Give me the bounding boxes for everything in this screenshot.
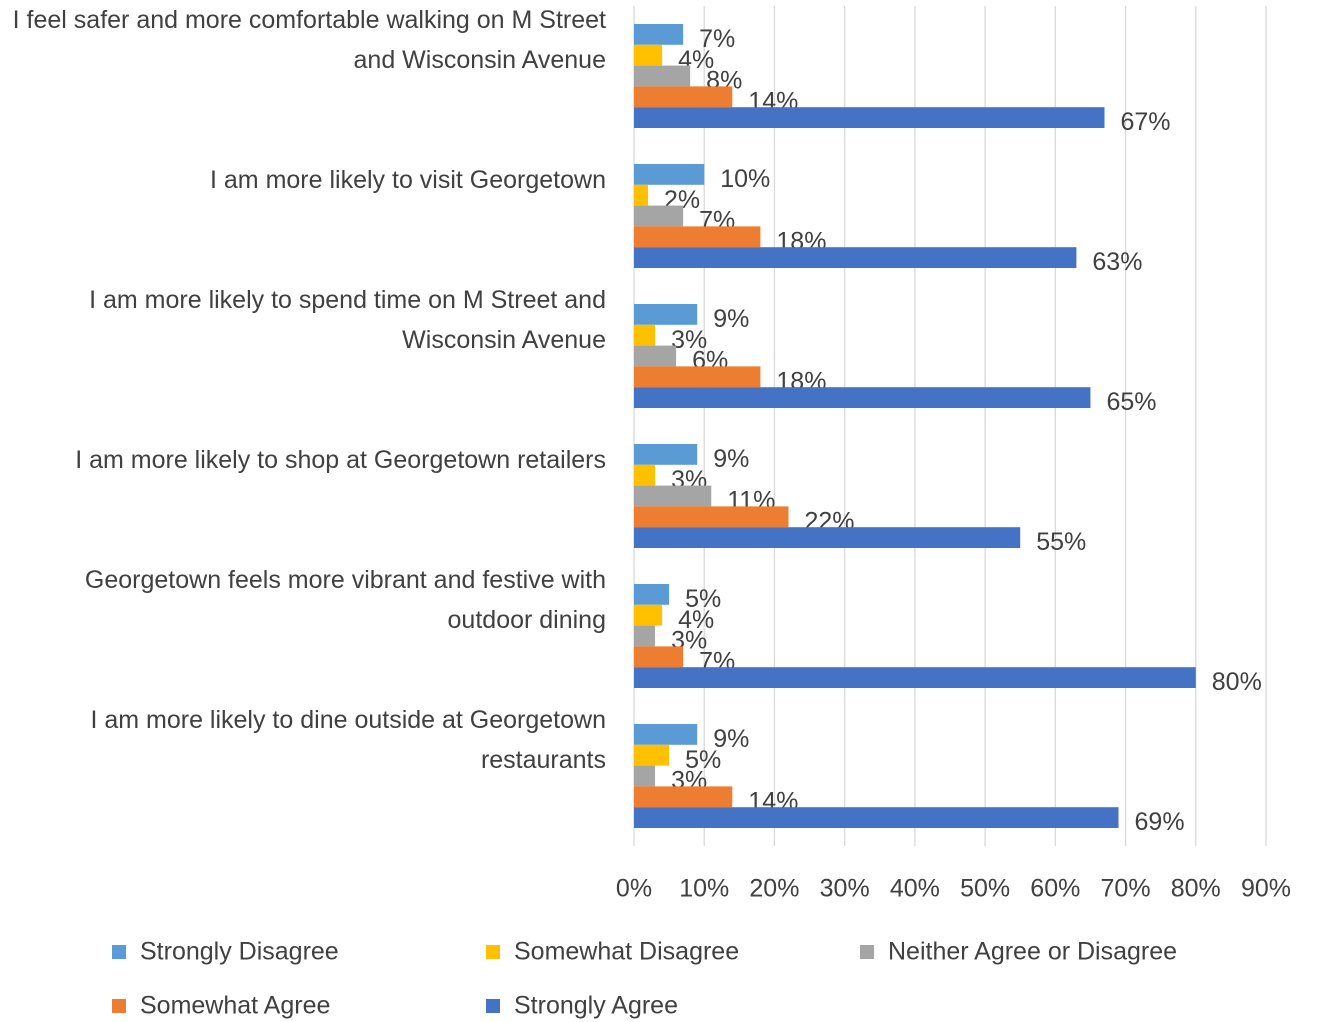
bar	[634, 744, 670, 766]
bar	[634, 24, 684, 45]
bar	[634, 506, 789, 528]
category-label: I am more likely to shop at Georgetown r…	[75, 446, 606, 474]
category-label: I am more likely to spend time on M Stre…	[89, 286, 606, 354]
bar	[634, 625, 656, 647]
legend-label: Somewhat Disagree	[514, 938, 739, 966]
x-tick-label: 40%	[890, 875, 940, 903]
legend-marker	[486, 999, 500, 1013]
legend-label: Somewhat Agree	[140, 992, 330, 1020]
data-label: 9%	[713, 445, 749, 473]
legend-label: Strongly Disagree	[140, 938, 339, 966]
bar	[634, 107, 1105, 128]
bar	[634, 86, 733, 108]
x-tick-label: 0%	[616, 875, 652, 903]
bar	[634, 164, 705, 185]
legend-marker	[486, 945, 500, 959]
legend-label: Strongly Agree	[514, 992, 678, 1020]
bar	[634, 184, 649, 206]
bar	[634, 205, 684, 227]
data-label: 63%	[1092, 248, 1142, 276]
bar	[634, 724, 698, 745]
category-label: I am more likely to dine outside at Geor…	[90, 706, 606, 774]
bar	[634, 444, 698, 465]
bar	[634, 667, 1196, 688]
x-tick-label: 80%	[1171, 875, 1221, 903]
bar	[634, 324, 656, 346]
legend-marker	[860, 945, 874, 959]
data-label: 10%	[720, 165, 770, 193]
data-label: 65%	[1106, 388, 1156, 416]
category-label: I am more likely to visit Georgetown	[210, 166, 606, 194]
bar	[634, 247, 1077, 268]
bar	[634, 345, 677, 367]
data-label: 5%	[685, 746, 721, 774]
bar	[634, 604, 663, 626]
category-label: Georgetown feels more vibrant and festiv…	[84, 566, 606, 634]
bar	[634, 485, 712, 507]
x-tick-label: 60%	[1030, 875, 1080, 903]
x-tick-label: 90%	[1241, 875, 1291, 903]
x-tick-label: 50%	[960, 875, 1010, 903]
data-label: 3%	[671, 326, 707, 354]
x-tick-label: 20%	[749, 875, 799, 903]
legend-label: Neither Agree or Disagree	[888, 938, 1177, 966]
bar	[634, 765, 656, 787]
bar	[634, 807, 1119, 828]
data-label: 7%	[699, 25, 735, 53]
category-label: I feel safer and more comfortable walkin…	[12, 6, 606, 74]
data-label: 80%	[1212, 668, 1262, 696]
bar	[634, 44, 663, 66]
bar	[634, 226, 761, 248]
legend-marker	[112, 945, 126, 959]
data-label: 55%	[1036, 528, 1086, 556]
legend-marker	[112, 999, 126, 1013]
bar	[634, 527, 1021, 548]
x-tick-label: 10%	[679, 875, 729, 903]
data-label: 5%	[685, 585, 721, 613]
x-tick-label: 30%	[820, 875, 870, 903]
data-label: 9%	[713, 725, 749, 753]
data-label: 4%	[678, 606, 714, 634]
data-label: 67%	[1120, 108, 1170, 136]
data-label: 9%	[713, 305, 749, 333]
bar	[634, 464, 656, 486]
bar	[634, 786, 733, 808]
bar	[634, 584, 670, 605]
bar	[634, 366, 761, 388]
data-label: 69%	[1135, 808, 1185, 836]
bar	[634, 65, 691, 87]
bar	[634, 387, 1091, 408]
bar	[634, 304, 698, 325]
x-tick-label: 70%	[1101, 875, 1151, 903]
bar	[634, 646, 684, 668]
